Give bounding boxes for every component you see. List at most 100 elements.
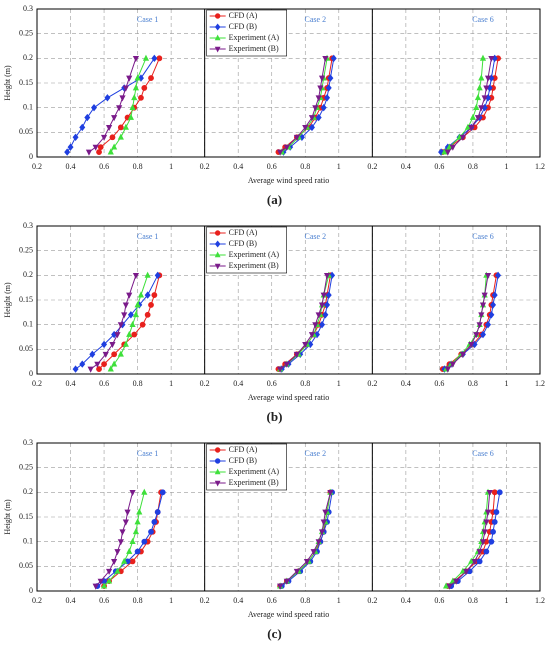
plot-frame [36, 442, 541, 592]
panel-title: Case 6 [472, 449, 494, 458]
marker [126, 75, 133, 82]
marker [318, 302, 326, 309]
panel-title: Case 2 [305, 15, 327, 24]
marker [129, 489, 136, 496]
marker [485, 320, 492, 329]
series-line [97, 492, 164, 587]
legend-label: CFD (A) [229, 11, 258, 20]
x-tick-label: 0.4 [401, 379, 411, 388]
marker [144, 311, 151, 318]
series-line [447, 58, 492, 153]
series-line [281, 492, 333, 587]
marker [127, 311, 134, 319]
marker [214, 240, 221, 248]
marker [308, 115, 316, 122]
series-line [66, 58, 155, 153]
marker [479, 302, 487, 309]
marker [97, 144, 104, 151]
series-line [281, 58, 328, 153]
marker [92, 144, 99, 151]
marker [214, 263, 221, 270]
marker [322, 509, 329, 516]
marker [109, 342, 116, 349]
series-line [279, 492, 331, 587]
marker [493, 509, 500, 515]
marker [132, 55, 140, 62]
marker [481, 292, 488, 299]
marker [107, 365, 114, 372]
marker [156, 55, 163, 62]
marker [132, 528, 140, 535]
marker [129, 558, 136, 565]
y-tick-label: 0.25 [19, 245, 33, 254]
marker [134, 518, 141, 525]
plot-frame [36, 8, 541, 158]
marker [106, 125, 113, 132]
marker [314, 330, 320, 339]
marker [317, 85, 324, 92]
caption: (b) [267, 409, 283, 424]
marker [114, 332, 121, 339]
marker [72, 365, 79, 373]
marker [325, 84, 332, 92]
marker [476, 84, 483, 91]
marker [327, 74, 334, 82]
marker [444, 149, 451, 156]
marker [154, 509, 161, 515]
marker [484, 509, 492, 516]
marker [72, 133, 79, 141]
marker [320, 519, 327, 526]
x-tick-label: 0.6 [434, 162, 444, 171]
marker [101, 361, 107, 368]
marker [121, 312, 128, 319]
x-tick-label: 0.6 [99, 162, 109, 171]
legend-box [206, 443, 287, 491]
marker [476, 322, 483, 329]
marker [114, 567, 121, 574]
series-line [98, 275, 160, 370]
series-line [447, 275, 489, 370]
marker [324, 94, 331, 102]
legend-label: CFD (A) [229, 445, 258, 454]
marker [444, 366, 451, 373]
marker [471, 559, 478, 566]
panel-title: Case 1 [137, 449, 159, 458]
y-tick-label: 0.1 [23, 536, 33, 545]
marker [478, 74, 485, 81]
marker [134, 74, 141, 81]
marker [473, 104, 480, 111]
series-line [103, 492, 162, 587]
marker [478, 105, 485, 112]
series-line [278, 58, 333, 153]
marker [151, 292, 158, 298]
marker [111, 559, 118, 566]
marker [102, 351, 109, 358]
marker [483, 85, 490, 92]
y-tick-label: 0.2 [23, 270, 33, 279]
x-tick-label: 0.6 [267, 162, 277, 171]
marker [453, 578, 460, 585]
marker [468, 125, 475, 132]
series-line [278, 275, 331, 370]
marker [214, 251, 221, 258]
marker [148, 302, 154, 308]
marker [283, 361, 290, 368]
x-tick-label: 0.2 [367, 162, 377, 171]
y-tick-label: 0.1 [23, 319, 33, 328]
series-line [110, 58, 147, 153]
marker [488, 538, 495, 545]
marker [119, 95, 126, 102]
series-line [279, 58, 326, 153]
marker [277, 583, 284, 590]
y-tick-label: 0.15 [19, 78, 33, 87]
series-line [95, 492, 134, 587]
marker [318, 529, 326, 536]
x-tick-label: 1 [504, 379, 508, 388]
marker [490, 301, 497, 309]
marker [132, 311, 140, 318]
marker [111, 351, 118, 358]
marker [488, 311, 495, 319]
marker [96, 149, 102, 155]
panel-title: Case 2 [305, 232, 327, 241]
marker [129, 321, 136, 328]
